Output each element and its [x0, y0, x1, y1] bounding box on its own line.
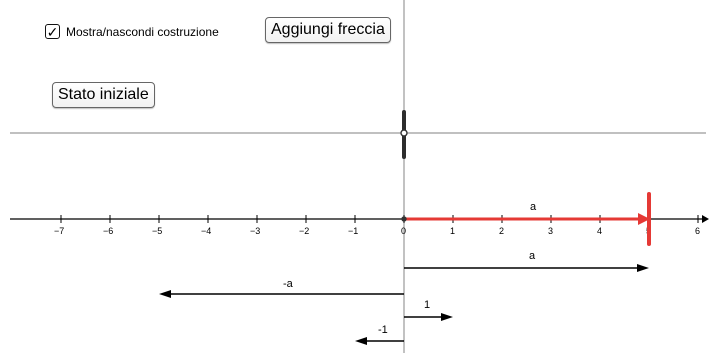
axis-arrowhead-icon: [702, 215, 709, 223]
vector-arrowhead-icon: [637, 264, 649, 272]
tick-label-group: −7−6−5−4−3−2−10123456: [54, 226, 700, 236]
slider-point[interactable]: [400, 129, 408, 137]
check-icon[interactable]: ✓: [45, 23, 60, 40]
vector-arrowhead-icon: [441, 313, 453, 321]
red-vector-label: a: [530, 201, 537, 213]
origin-point: [401, 216, 407, 222]
tick-label: −4: [201, 226, 211, 236]
vector-label: -1: [378, 324, 388, 336]
vector-label: 1: [424, 299, 430, 311]
tick-label: −2: [299, 226, 309, 236]
vector-label: a: [529, 250, 536, 262]
red-vector-arrowhead-icon: [638, 213, 650, 225]
tick-label: 1: [450, 226, 455, 236]
reset-button[interactable]: Stato iniziale: [52, 82, 155, 108]
tick-label: −5: [152, 226, 162, 236]
vector-arrowhead-icon: [159, 290, 171, 298]
tick-label: −3: [250, 226, 260, 236]
tick-label: 3: [548, 226, 553, 236]
tick-label: 2: [499, 226, 504, 236]
tick-label: 6: [695, 226, 700, 236]
construction-toggle[interactable]: ✓ Mostra/nascondi costruzione: [45, 24, 219, 39]
tick-label: −1: [348, 226, 358, 236]
tick-label: −6: [103, 226, 113, 236]
tick-label: 0: [401, 226, 406, 236]
tick-label: 4: [597, 226, 602, 236]
vector-arrowhead-icon: [355, 337, 367, 345]
tick-label: −7: [54, 226, 64, 236]
add-arrow-button[interactable]: Aggiungi freccia: [265, 17, 391, 43]
vector-label: -a: [283, 278, 294, 290]
arrow-group: a -a 1 -1: [159, 250, 649, 345]
checkbox-label: Mostra/nascondi costruzione: [66, 24, 219, 39]
